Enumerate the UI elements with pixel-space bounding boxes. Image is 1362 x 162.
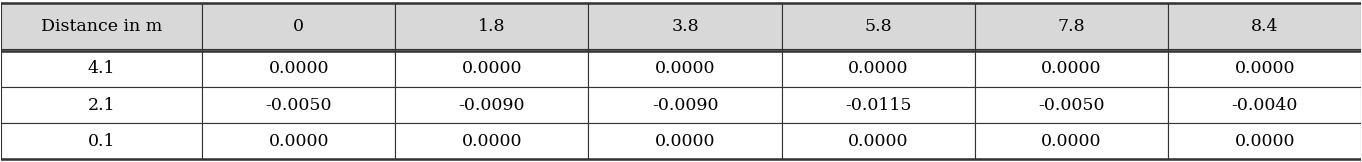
Text: 0.0000: 0.0000 <box>849 60 908 77</box>
Text: 0.0000: 0.0000 <box>462 133 522 150</box>
Bar <box>782 3 975 51</box>
Bar <box>588 123 782 159</box>
Bar <box>1169 51 1361 87</box>
Text: 0.0000: 0.0000 <box>1041 133 1102 150</box>
Bar <box>1 87 202 123</box>
Bar <box>975 123 1169 159</box>
Text: 0.0000: 0.0000 <box>1041 60 1102 77</box>
Bar <box>975 51 1169 87</box>
Text: 7.8: 7.8 <box>1058 18 1086 35</box>
Bar <box>1169 3 1361 51</box>
Bar <box>782 123 975 159</box>
Text: 2.1: 2.1 <box>87 97 116 114</box>
Bar <box>782 87 975 123</box>
Text: 0.0000: 0.0000 <box>655 133 715 150</box>
Text: 0.0000: 0.0000 <box>849 133 908 150</box>
Bar <box>588 3 782 51</box>
Text: Distance in m: Distance in m <box>41 18 162 35</box>
Bar <box>395 51 588 87</box>
Text: 0.0000: 0.0000 <box>655 60 715 77</box>
Bar <box>588 51 782 87</box>
Bar <box>395 123 588 159</box>
Text: 0.1: 0.1 <box>87 133 116 150</box>
Bar <box>395 87 588 123</box>
Bar <box>395 3 588 51</box>
Bar <box>1 123 202 159</box>
Text: 8.4: 8.4 <box>1250 18 1279 35</box>
Bar <box>782 51 975 87</box>
Bar <box>975 3 1169 51</box>
Text: -0.0050: -0.0050 <box>266 97 332 114</box>
Text: -0.0090: -0.0090 <box>652 97 718 114</box>
Text: 0.0000: 0.0000 <box>1234 60 1295 77</box>
Bar <box>975 87 1169 123</box>
Bar <box>202 3 395 51</box>
Text: 0.0000: 0.0000 <box>1234 133 1295 150</box>
Bar <box>588 87 782 123</box>
Text: 0.0000: 0.0000 <box>268 133 328 150</box>
Bar <box>202 123 395 159</box>
Text: -0.0090: -0.0090 <box>459 97 526 114</box>
Text: 4.1: 4.1 <box>87 60 116 77</box>
Text: 5.8: 5.8 <box>865 18 892 35</box>
Text: 3.8: 3.8 <box>671 18 699 35</box>
Text: 0: 0 <box>293 18 304 35</box>
Text: -0.0050: -0.0050 <box>1038 97 1105 114</box>
Bar <box>1169 87 1361 123</box>
Text: 0.0000: 0.0000 <box>462 60 522 77</box>
Bar <box>1 51 202 87</box>
Bar <box>1 3 202 51</box>
Bar <box>202 87 395 123</box>
Text: -0.0040: -0.0040 <box>1231 97 1298 114</box>
Text: 1.8: 1.8 <box>478 18 505 35</box>
Bar <box>1169 123 1361 159</box>
Text: -0.0115: -0.0115 <box>844 97 911 114</box>
Bar <box>202 51 395 87</box>
Text: 0.0000: 0.0000 <box>268 60 328 77</box>
